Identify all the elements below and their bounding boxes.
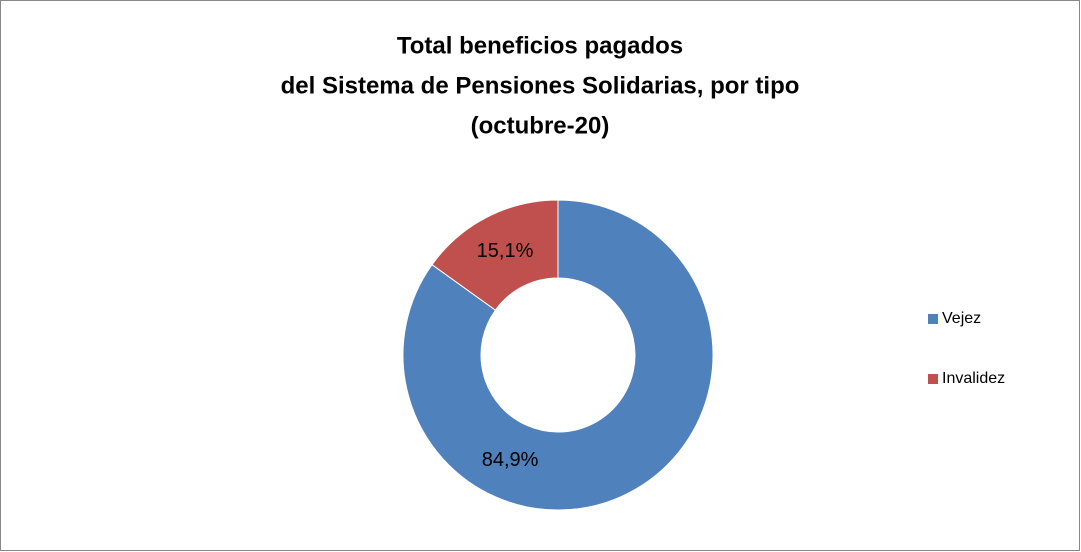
legend-swatch [928, 374, 938, 384]
legend-label: Vejez [942, 310, 981, 327]
chart-title: del Sistema de Pensiones Solidarias, por… [281, 72, 800, 99]
donut-slice [402, 199, 714, 511]
legend-swatch [928, 314, 938, 324]
donut-slice [431, 199, 559, 311]
chart-title: Total beneficios pagados [397, 32, 683, 59]
data-label: 84,9% [482, 449, 539, 471]
chart-title: (octubre-20) [471, 112, 610, 139]
data-label: 15,1% [477, 240, 534, 262]
legend-label: Invalidez [942, 370, 1005, 387]
